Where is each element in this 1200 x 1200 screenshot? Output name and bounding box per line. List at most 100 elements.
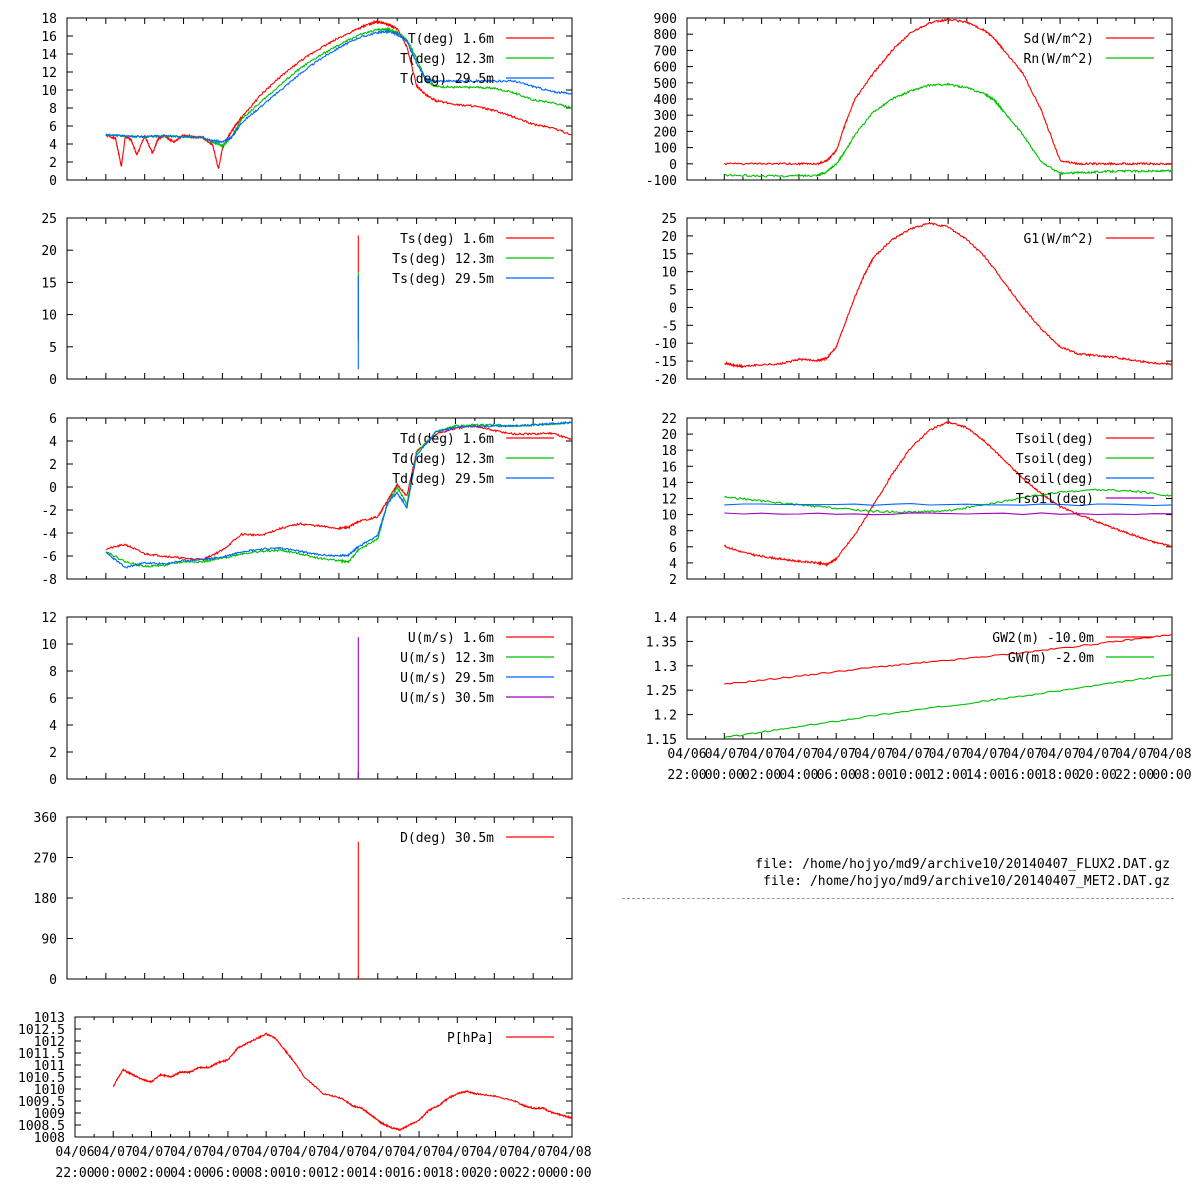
chart-panel-10: 1.15 1.2 1.25 1.3 1.35 1.4 04/06 22:00 04/07 00:0… [646, 611, 1192, 783]
series-line [112, 1032, 573, 1132]
series-line [723, 18, 1173, 166]
y-tick-label: -10 [654, 337, 677, 352]
x-tick-time: 20:00 [476, 1166, 515, 1181]
legend-label: D(deg) 30.5m [400, 831, 494, 846]
x-tick-date: 04/07 [779, 747, 818, 762]
legend-label: T(deg) 1.6m [408, 32, 494, 47]
x-tick-date: 04/07 [1115, 747, 1154, 762]
legend-label: U(m/s) 1.6m [408, 631, 494, 646]
y-tick-label: 500 [654, 77, 677, 92]
x-tick-time: 14:00 [966, 768, 1005, 783]
x-tick-time: 10:00 [891, 768, 930, 783]
y-tick-label: 0 [49, 773, 57, 788]
x-tick-time: 06:00 [817, 768, 856, 783]
x-tick-time: 16:00 [400, 1166, 439, 1181]
y-tick-label: -100 [646, 174, 677, 189]
x-tick-date: 04/07 [170, 1145, 209, 1160]
y-tick-label: 16 [661, 460, 677, 475]
x-tick-date: 04/07 [285, 1145, 324, 1160]
y-tick-label: 25 [661, 212, 677, 227]
x-tick-date: 04/07 [705, 747, 744, 762]
series-line [724, 503, 1173, 507]
y-tick-label: 10 [41, 84, 57, 99]
y-tick-label: 1.4 [654, 611, 678, 626]
y-tick-label: -2 [41, 504, 57, 519]
y-tick-label: 700 [654, 44, 677, 59]
y-tick-label: 4 [669, 557, 677, 572]
plot-frame [66, 217, 573, 380]
series-line [105, 421, 573, 568]
legend-label: Tsoil(deg) [1016, 472, 1094, 487]
x-tick-date: 04/07 [132, 1145, 171, 1160]
x-tick-date: 04/07 [854, 747, 893, 762]
legend-label: T(deg) 29.5m [400, 72, 494, 87]
y-tick-label: 4 [49, 719, 57, 734]
y-tick-label: 0 [49, 174, 57, 189]
x-tick-time: 22:00 [55, 1166, 94, 1181]
series-line [105, 26, 573, 149]
y-tick-label: 900 [654, 12, 677, 27]
y-tick-label: 1011.5 [18, 1047, 65, 1062]
x-tick-time: 22:00 [514, 1166, 553, 1181]
y-tick-label: 1.15 [646, 733, 677, 748]
y-tick-label: 1013 [34, 1011, 65, 1026]
plot-frame [66, 816, 573, 980]
x-tick-time: 20:00 [1078, 768, 1117, 783]
y-tick-label: 300 [654, 109, 677, 124]
y-tick-label: 18 [661, 444, 677, 459]
y-tick-label: 12 [41, 611, 57, 626]
y-tick-label: 4 [49, 435, 57, 450]
y-tick-label: 25 [41, 212, 57, 227]
plot-frame [66, 616, 573, 780]
series-line [724, 221, 1173, 369]
y-tick-label: -8 [41, 573, 57, 588]
x-tick-date: 04/07 [817, 747, 856, 762]
y-tick-label: 20 [661, 230, 677, 245]
y-tick-label: 6 [49, 120, 57, 135]
legend-label: P[hPa] [447, 1031, 494, 1046]
y-tick-label: 1009.5 [18, 1095, 65, 1110]
series-line [723, 420, 1173, 567]
legend-label: U(m/s) 29.5m [400, 671, 494, 686]
y-tick-label: 1012 [34, 1035, 65, 1050]
y-tick-label: 18 [41, 12, 57, 27]
y-tick-label: 2 [49, 746, 57, 761]
legend-label: Tsoil(deg) [1016, 432, 1094, 447]
y-tick-label: 12 [661, 493, 677, 508]
y-tick-label: 4 [49, 138, 57, 153]
y-tick-label: 15 [41, 276, 57, 291]
y-tick-label: 14 [41, 48, 57, 63]
y-tick-label: 5 [669, 284, 677, 299]
series-line [724, 82, 1173, 178]
x-tick-time: 04:00 [170, 1166, 209, 1181]
x-tick-date: 04/08 [552, 1145, 591, 1160]
x-tick-time: 10:00 [285, 1166, 324, 1181]
x-tick-date: 04/07 [966, 747, 1005, 762]
y-tick-label: 180 [34, 892, 57, 907]
x-tick-date: 04/07 [891, 747, 930, 762]
chart-panel-6: 10081008.510091009.510101010.510111011.5… [18, 1011, 592, 1181]
y-tick-label: 10 [661, 509, 677, 524]
y-tick-label: 800 [654, 28, 677, 43]
y-tick-label: 400 [654, 93, 677, 108]
x-tick-date: 04/07 [323, 1145, 362, 1160]
met-file-label: file: /home/hojyo/md9/archive10/20140407… [763, 874, 1170, 889]
legend-label: Ts(deg) 29.5m [392, 272, 494, 287]
x-tick-time: 00:00 [94, 1166, 133, 1181]
chart-panel-5: 0 90 180 270 360 D(deg) 30.5m [34, 811, 573, 988]
x-tick-time: 08:00 [854, 768, 893, 783]
series-line [105, 19, 573, 169]
legend-label: Td(deg) 29.5m [392, 472, 494, 487]
chart-panel-1: 0 2 4 6 8 10 12 14 16 18 T(deg) 1.6m T(deg) 12.3m T(… [41, 12, 573, 189]
divider-line [622, 898, 1174, 899]
legend-label: Sd(W/m^2) [1024, 32, 1094, 47]
legend-label: G1(W/m^2) [1024, 232, 1094, 247]
chart-panel-4: 0 2 4 6 8 10 12 U(m/s) 1.6m U(m/s) 12.3m U(m/s) 2… [41, 611, 573, 788]
x-tick-date: 04/07 [1003, 747, 1042, 762]
y-tick-label: 15 [661, 248, 677, 263]
chart-panel-3: -8 -6 -4 -2 0 2 4 6 Td(deg) 1.6m Td(deg) 12.3m Td(… [41, 412, 573, 588]
x-tick-time: 02:00 [742, 768, 781, 783]
y-tick-label: 10 [661, 266, 677, 281]
